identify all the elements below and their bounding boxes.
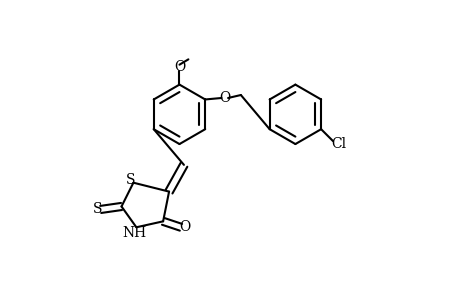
Text: O: O (174, 60, 185, 74)
Text: S: S (92, 202, 102, 216)
Text: O: O (219, 91, 230, 105)
Text: Cl: Cl (330, 137, 345, 151)
Text: S: S (125, 173, 135, 187)
Text: O: O (179, 220, 190, 234)
Text: NH: NH (123, 226, 146, 240)
